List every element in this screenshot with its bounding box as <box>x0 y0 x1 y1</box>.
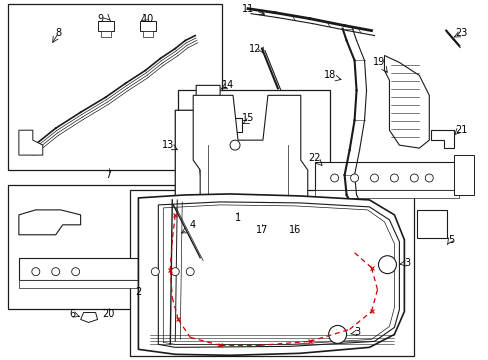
Text: 7: 7 <box>105 170 111 180</box>
Polygon shape <box>196 85 220 108</box>
Bar <box>130 190 413 356</box>
Polygon shape <box>430 130 453 148</box>
Bar <box>19 280 205 288</box>
Text: 10: 10 <box>142 14 154 24</box>
Text: 3: 3 <box>354 327 360 337</box>
Text: 17: 17 <box>255 225 267 235</box>
Polygon shape <box>158 202 399 347</box>
Text: 8: 8 <box>56 28 61 37</box>
Bar <box>140 260 158 268</box>
Bar <box>140 21 156 31</box>
Bar <box>98 21 113 31</box>
Circle shape <box>32 268 40 276</box>
Bar <box>347 325 361 337</box>
Circle shape <box>186 268 194 276</box>
Circle shape <box>378 256 396 274</box>
Text: 22: 22 <box>308 153 320 163</box>
Text: 20: 20 <box>102 310 115 319</box>
Circle shape <box>52 268 60 276</box>
Text: 15: 15 <box>241 113 254 123</box>
Circle shape <box>151 268 159 276</box>
Bar <box>190 213 218 235</box>
Text: 4: 4 <box>189 220 195 230</box>
Circle shape <box>409 174 417 182</box>
Circle shape <box>330 174 338 182</box>
Bar <box>19 258 205 280</box>
Bar <box>138 253 168 278</box>
Text: 14: 14 <box>222 80 234 90</box>
Circle shape <box>72 268 80 276</box>
Text: 23: 23 <box>454 28 467 37</box>
Polygon shape <box>227 118 242 132</box>
Text: 6: 6 <box>69 310 76 319</box>
Text: 2: 2 <box>135 287 141 297</box>
Bar <box>8 4 222 170</box>
Polygon shape <box>453 155 473 195</box>
Text: 9: 9 <box>97 14 103 24</box>
Polygon shape <box>232 210 244 222</box>
Text: 5: 5 <box>447 235 453 245</box>
Bar <box>140 272 158 282</box>
Text: 19: 19 <box>373 58 385 67</box>
Bar <box>101 31 110 37</box>
Bar <box>314 162 458 190</box>
Circle shape <box>389 174 398 182</box>
Circle shape <box>328 325 346 343</box>
Circle shape <box>350 174 358 182</box>
Text: 16: 16 <box>288 225 300 235</box>
Polygon shape <box>193 95 307 255</box>
Text: 1: 1 <box>234 213 241 223</box>
Polygon shape <box>138 194 404 355</box>
Bar <box>8 185 222 310</box>
Text: 11: 11 <box>242 4 254 14</box>
Polygon shape <box>163 205 394 345</box>
Circle shape <box>171 268 179 276</box>
Text: 21: 21 <box>454 125 467 135</box>
Polygon shape <box>19 130 42 155</box>
Circle shape <box>370 174 378 182</box>
Polygon shape <box>384 55 428 148</box>
Polygon shape <box>81 312 98 323</box>
Bar <box>314 190 458 198</box>
Text: 13: 13 <box>162 140 174 150</box>
Circle shape <box>229 140 240 150</box>
Bar <box>178 90 329 255</box>
Circle shape <box>425 174 432 182</box>
Polygon shape <box>175 110 227 205</box>
Bar <box>143 31 153 37</box>
Polygon shape <box>19 210 81 235</box>
Text: 18: 18 <box>323 71 335 80</box>
Text: 12: 12 <box>248 44 261 54</box>
Text: 3: 3 <box>404 258 409 268</box>
Bar <box>416 210 447 238</box>
